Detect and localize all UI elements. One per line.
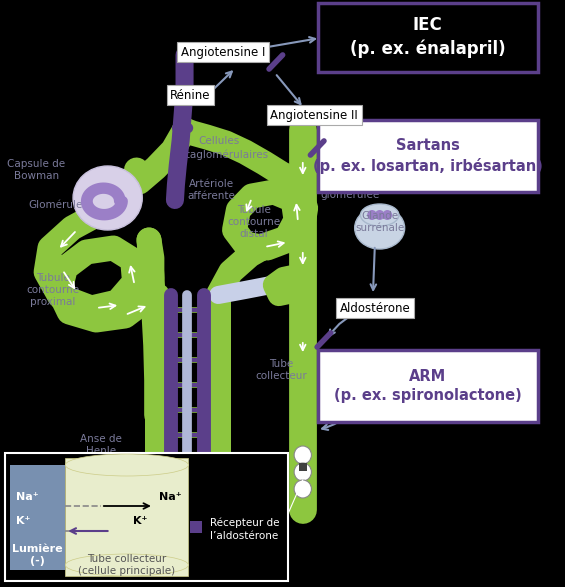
Ellipse shape	[66, 554, 188, 576]
FancyBboxPatch shape	[5, 453, 288, 581]
Text: Angiotensine I: Angiotensine I	[181, 46, 265, 59]
FancyBboxPatch shape	[318, 120, 538, 192]
Text: K⁺: K⁺	[133, 516, 147, 526]
Text: Aldostérone: Aldostérone	[340, 302, 410, 315]
Circle shape	[178, 123, 188, 133]
Text: Rénine: Rénine	[170, 89, 211, 102]
Ellipse shape	[66, 454, 188, 476]
Text: IEC
(p. ex. énalapril): IEC (p. ex. énalapril)	[350, 16, 506, 58]
FancyBboxPatch shape	[318, 350, 538, 422]
Text: Lumière
(-): Lumière (-)	[12, 544, 63, 566]
FancyBboxPatch shape	[318, 3, 538, 72]
Text: Na⁺: Na⁺	[16, 492, 39, 502]
Bar	[66, 458, 188, 576]
Text: K⁺: K⁺	[16, 516, 31, 526]
Text: Tube
collecteur: Tube collecteur	[256, 359, 307, 381]
Bar	[190, 521, 202, 533]
Text: Sartans
(p. ex. losartan, irbésartan): Sartans (p. ex. losartan, irbésartan)	[313, 138, 542, 174]
Text: Glande
surrénale: Glande surrénale	[355, 211, 405, 233]
Text: Angiotensine II: Angiotensine II	[271, 109, 358, 122]
Text: Cellules
juxtaglomérulaires: Cellules juxtaglomérulaires	[170, 136, 268, 160]
Bar	[299, 463, 307, 471]
Circle shape	[294, 463, 311, 481]
Circle shape	[294, 446, 311, 464]
Circle shape	[294, 480, 311, 498]
Ellipse shape	[360, 204, 399, 226]
Text: Récepteur de
l’aldostérone: Récepteur de l’aldostérone	[210, 518, 279, 541]
Text: Cellules
de la zone
glomérulée: Cellules de la zone glomérulée	[320, 164, 379, 200]
Circle shape	[184, 123, 193, 133]
Circle shape	[172, 123, 182, 133]
Bar	[10, 465, 66, 570]
Text: Artériole
afférente: Artériole afférente	[188, 179, 236, 201]
Circle shape	[383, 210, 392, 220]
Circle shape	[375, 210, 384, 220]
Text: ARM
(p. ex. spironolactone): ARM (p. ex. spironolactone)	[334, 369, 521, 403]
Text: Tubule
contourne
proximal: Tubule contourne proximal	[27, 272, 80, 308]
Text: Na⁺: Na⁺	[159, 492, 181, 502]
Ellipse shape	[73, 166, 142, 230]
Text: Anse de
Henle: Anse de Henle	[80, 434, 122, 456]
Text: Capsule de
Bowman: Capsule de Bowman	[7, 159, 66, 181]
Circle shape	[367, 210, 377, 220]
Text: Tube collecteur
(cellule principale): Tube collecteur (cellule principale)	[79, 554, 176, 576]
Text: Tubule
contourne
distal: Tubule contourne distal	[227, 205, 280, 239]
Text: Glomérule: Glomérule	[29, 200, 83, 210]
Ellipse shape	[355, 207, 405, 249]
